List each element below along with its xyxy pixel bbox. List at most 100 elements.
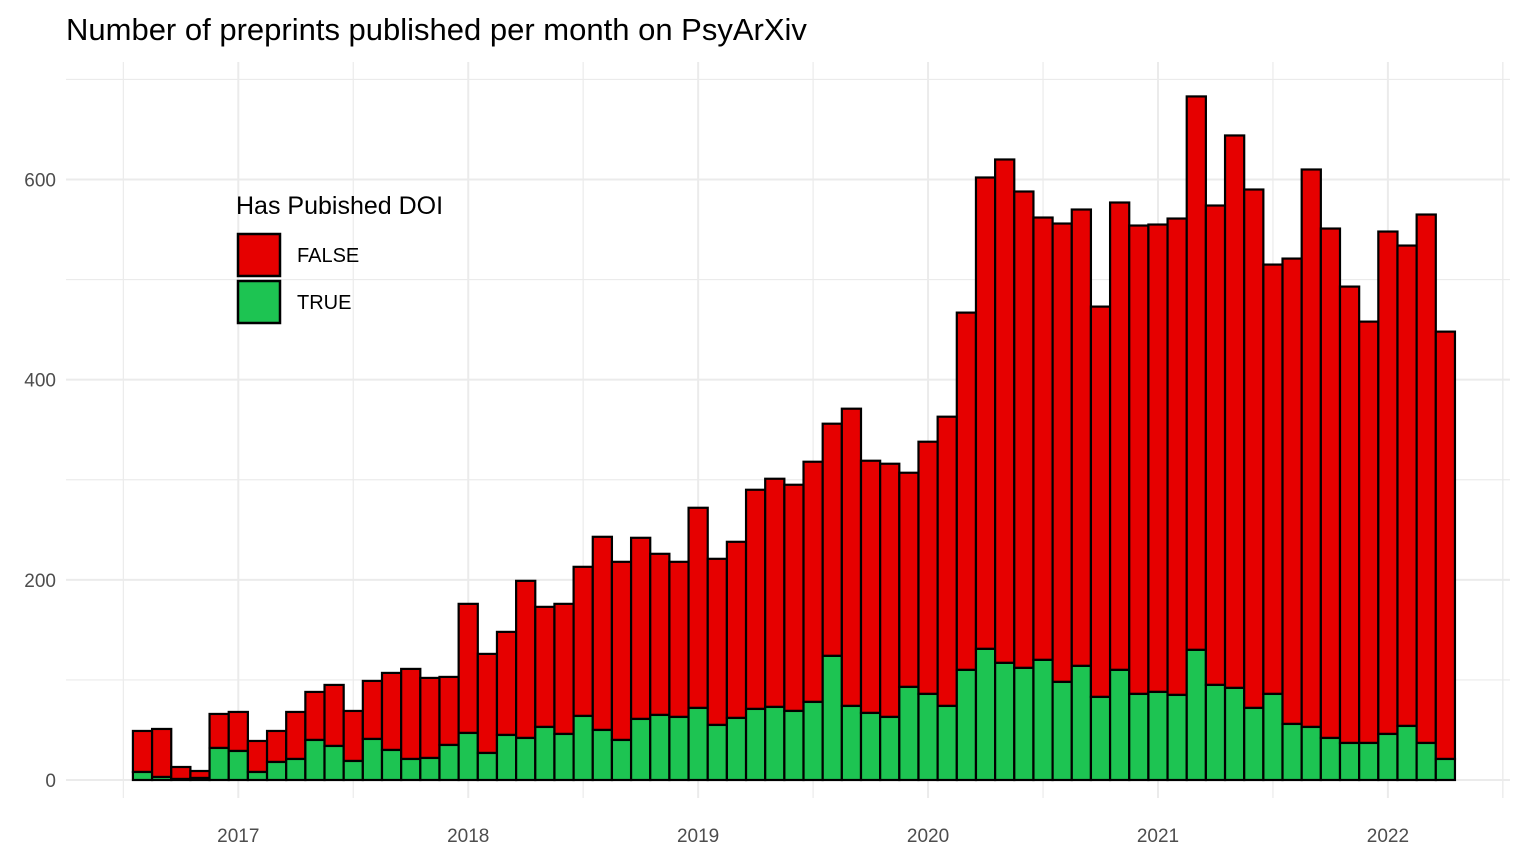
x-tick-label: 2020 bbox=[907, 826, 949, 847]
bar-true bbox=[974, 647, 997, 782]
bar-true bbox=[1415, 741, 1437, 782]
x-tick-label: 2019 bbox=[677, 826, 719, 847]
bar-true bbox=[1377, 732, 1399, 782]
bar-false bbox=[974, 176, 997, 650]
legend: Has Pubished DOI FALSE TRUE bbox=[236, 192, 443, 325]
legend-title: Has Pubished DOI bbox=[236, 192, 443, 220]
bar-true bbox=[725, 716, 748, 782]
legend-swatch-false bbox=[236, 232, 282, 278]
bar-false bbox=[1281, 257, 1303, 726]
bar-true bbox=[955, 668, 978, 782]
bar-true bbox=[687, 706, 709, 782]
bar-true bbox=[323, 744, 345, 782]
bar-true bbox=[400, 757, 422, 782]
bar-false bbox=[1415, 213, 1437, 745]
bar-true bbox=[1108, 668, 1131, 782]
bar-true bbox=[227, 749, 249, 782]
bar-false bbox=[1108, 201, 1131, 672]
bar-true bbox=[917, 692, 939, 782]
bar-false bbox=[1147, 223, 1169, 694]
bar-true bbox=[150, 775, 173, 782]
y-tick-label: 0 bbox=[45, 771, 56, 792]
bar-true bbox=[572, 714, 594, 782]
bar-false bbox=[438, 675, 460, 747]
bar-false bbox=[515, 579, 537, 740]
bar-false bbox=[744, 488, 767, 711]
bar-false bbox=[380, 671, 403, 752]
bar-false bbox=[840, 407, 863, 708]
bar-false bbox=[898, 471, 920, 689]
bar-true bbox=[265, 760, 288, 782]
bar-true bbox=[457, 731, 479, 782]
bar-true bbox=[936, 704, 958, 782]
bar-false bbox=[285, 710, 307, 761]
bar-true bbox=[706, 723, 728, 782]
bar-true bbox=[1032, 658, 1054, 782]
bar-true bbox=[515, 736, 537, 782]
bar-false bbox=[591, 535, 614, 732]
bar-true bbox=[1262, 692, 1284, 782]
bar-true bbox=[419, 756, 441, 782]
bar-false bbox=[687, 506, 709, 710]
bar-true bbox=[170, 777, 192, 782]
bar-false bbox=[936, 415, 958, 708]
bar-true bbox=[1396, 724, 1418, 782]
bar-false bbox=[1013, 190, 1035, 670]
bar-true bbox=[879, 715, 901, 782]
bar-true bbox=[1166, 693, 1188, 782]
bar-false bbox=[1051, 222, 1073, 684]
bar-false bbox=[476, 652, 499, 755]
bar-false bbox=[1243, 188, 1265, 710]
bar-false bbox=[629, 536, 652, 721]
bar-true bbox=[189, 776, 211, 782]
bar-false bbox=[208, 712, 230, 750]
bar-false bbox=[668, 560, 690, 719]
bar-false bbox=[706, 557, 728, 727]
bar-true bbox=[1300, 725, 1322, 782]
bar-true bbox=[1319, 736, 1342, 782]
chart-title: Number of preprints published per month … bbox=[66, 12, 807, 47]
bar-true bbox=[495, 733, 518, 782]
bar-false bbox=[1089, 305, 1112, 699]
bar-false bbox=[610, 560, 633, 742]
bar-true bbox=[649, 713, 671, 782]
bar-false bbox=[246, 739, 269, 774]
bar-true bbox=[1223, 686, 1246, 782]
bar-false bbox=[955, 311, 978, 672]
bar-true bbox=[285, 757, 307, 782]
bar-true bbox=[534, 725, 556, 782]
x-tick-label: 2022 bbox=[1367, 826, 1409, 847]
bar-true bbox=[1070, 664, 1093, 782]
bar-true bbox=[1128, 692, 1150, 782]
bar-true bbox=[1338, 741, 1361, 782]
bar-false bbox=[725, 540, 748, 720]
bar-false bbox=[265, 729, 288, 764]
bar-false bbox=[1204, 204, 1227, 687]
bar-false bbox=[1319, 227, 1342, 740]
bar-false bbox=[1185, 95, 1207, 651]
bar-true bbox=[1434, 757, 1457, 782]
bar-true bbox=[744, 707, 767, 782]
bar-true bbox=[802, 700, 824, 782]
bar-true bbox=[131, 770, 154, 782]
bars bbox=[131, 95, 1457, 782]
bar-false bbox=[764, 477, 786, 709]
bar-true bbox=[208, 746, 230, 782]
y-axis-ticks: 0 200 400 600 bbox=[24, 171, 56, 793]
y-tick-label: 400 bbox=[24, 371, 56, 392]
bar-false bbox=[1358, 320, 1380, 745]
bar-false bbox=[1070, 208, 1093, 668]
bar-false bbox=[342, 709, 364, 763]
bar-false bbox=[1338, 285, 1361, 745]
bar-false bbox=[1032, 216, 1054, 662]
bar-true bbox=[246, 770, 269, 782]
bar-true bbox=[994, 661, 1016, 782]
bar-true bbox=[1185, 648, 1207, 782]
bar-true bbox=[1281, 722, 1303, 782]
bar-true bbox=[476, 751, 499, 782]
bar-true bbox=[361, 737, 384, 782]
bar-true bbox=[629, 717, 652, 782]
bar-false bbox=[534, 605, 556, 729]
bar-false bbox=[170, 765, 192, 781]
